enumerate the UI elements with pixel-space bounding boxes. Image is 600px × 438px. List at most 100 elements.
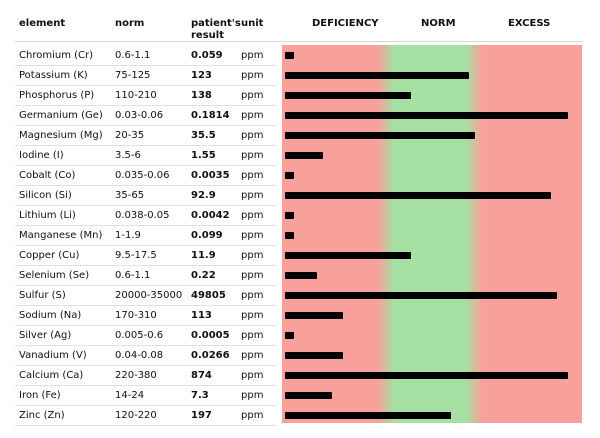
norm-range: 0.6-1.1 <box>115 270 151 281</box>
result-bar <box>285 112 568 119</box>
table-row: Potassium (K) 75-125 123 ppm <box>15 65 277 86</box>
element-name: Sodium (Na) <box>19 310 82 321</box>
unit-label: ppm <box>241 90 264 101</box>
norm-range: 0.038-0.05 <box>115 210 170 221</box>
result-bar <box>285 92 411 99</box>
unit-label: ppm <box>241 330 264 341</box>
header-norm: norm <box>115 18 145 29</box>
header-divider <box>15 41 583 42</box>
norm-range: 0.6-1.1 <box>115 50 151 61</box>
unit-label: ppm <box>241 370 264 381</box>
norm-range: 0.035-0.06 <box>115 170 170 181</box>
element-name: Calcium (Ca) <box>19 370 84 381</box>
element-name: Iron (Fe) <box>19 390 61 401</box>
unit-label: ppm <box>241 150 264 161</box>
header-unit: unit <box>241 18 264 29</box>
table-row: Copper (Cu) 9.5-17.5 11.9 ppm <box>15 245 277 266</box>
result-bar <box>285 72 469 79</box>
result-bar <box>285 152 323 159</box>
table-row: Calcium (Ca) 220-380 874 ppm <box>15 365 277 386</box>
result-bar <box>285 312 343 319</box>
table-row: Sulfur (S) 20000-35000 49805 ppm <box>15 285 277 306</box>
unit-label: ppm <box>241 130 264 141</box>
table-row: Magnesium (Mg) 20-35 35.5 ppm <box>15 125 277 146</box>
patient-result: 123 <box>191 70 212 81</box>
patient-result: 0.1814 <box>191 110 230 121</box>
unit-label: ppm <box>241 230 264 241</box>
unit-label: ppm <box>241 70 264 81</box>
table-row: Manganese (Mn) 1-1.9 0.099 ppm <box>15 225 277 246</box>
table-row: Iron (Fe) 14-24 7.3 ppm <box>15 385 277 406</box>
element-name: Manganese (Mn) <box>19 230 103 241</box>
element-name: Phosphorus (P) <box>19 90 95 101</box>
unit-label: ppm <box>241 210 264 221</box>
patient-result: 874 <box>191 370 212 381</box>
table-row: Chromium (Cr) 0.6-1.1 0.059 ppm <box>15 45 277 66</box>
element-name: Lithium (Li) <box>19 210 76 221</box>
element-name: Copper (Cu) <box>19 250 80 261</box>
element-name: Silver (Ag) <box>19 330 72 341</box>
result-bar <box>285 172 294 179</box>
patient-result: 0.0035 <box>191 170 230 181</box>
norm-range: 75-125 <box>115 70 151 81</box>
result-bar <box>285 252 411 259</box>
unit-label: ppm <box>241 110 264 121</box>
patient-result: 0.0042 <box>191 210 230 221</box>
header-result: patient's result <box>191 18 241 42</box>
table-row: Cobalt (Co) 0.035-0.06 0.0035 ppm <box>15 165 277 186</box>
norm-range: 170-310 <box>115 310 157 321</box>
norm-range: 14-24 <box>115 390 145 401</box>
result-bar <box>285 412 451 419</box>
norm-range: 220-380 <box>115 370 157 381</box>
patient-result: 35.5 <box>191 130 216 141</box>
norm-range: 9.5-17.5 <box>115 250 157 261</box>
unit-label: ppm <box>241 50 264 61</box>
norm-range: 20-35 <box>115 130 145 141</box>
result-bar <box>285 292 557 299</box>
patient-result: 0.22 <box>191 270 216 281</box>
unit-label: ppm <box>241 390 264 401</box>
header-result-line2: result <box>191 30 224 41</box>
unit-label: ppm <box>241 310 264 321</box>
unit-label: ppm <box>241 250 264 261</box>
header-element: element <box>19 18 66 29</box>
header-deficiency: DEFICIENCY <box>312 18 379 29</box>
element-name: Zinc (Zn) <box>19 410 65 421</box>
element-name: Potassium (K) <box>19 70 88 81</box>
element-name: Vanadium (V) <box>19 350 87 361</box>
element-name: Silicon (Si) <box>19 190 72 201</box>
result-bar <box>285 352 343 359</box>
table-row: Phosphorus (P) 110-210 138 ppm <box>15 85 277 106</box>
patient-result: 92.9 <box>191 190 216 201</box>
result-bar <box>285 392 332 399</box>
norm-range: 0.005-0.6 <box>115 330 164 341</box>
table-row: Silver (Ag) 0.005-0.6 0.0005 ppm <box>15 325 277 346</box>
norm-range: 20000-35000 <box>115 290 183 301</box>
header-norm-zone: NORM <box>421 18 456 29</box>
element-name: Magnesium (Mg) <box>19 130 103 141</box>
patient-result: 113 <box>191 310 212 321</box>
norm-range: 120-220 <box>115 410 157 421</box>
element-name: Cobalt (Co) <box>19 170 76 181</box>
element-name: Iodine (I) <box>19 150 64 161</box>
table-row: Zinc (Zn) 120-220 197 ppm <box>15 405 277 426</box>
unit-label: ppm <box>241 410 264 421</box>
table-row: Silicon (Si) 35-65 92.9 ppm <box>15 185 277 206</box>
patient-result: 11.9 <box>191 250 216 261</box>
unit-label: ppm <box>241 190 264 201</box>
result-bar <box>285 332 294 339</box>
patient-result: 1.55 <box>191 150 216 161</box>
norm-range: 3.5-6 <box>115 150 141 161</box>
table-row: Selenium (Se) 0.6-1.1 0.22 ppm <box>15 265 277 286</box>
patient-result: 197 <box>191 410 212 421</box>
zone-bands <box>282 45 582 423</box>
norm-range: 0.03-0.06 <box>115 110 164 121</box>
element-name: Sulfur (S) <box>19 290 66 301</box>
norm-range: 110-210 <box>115 90 157 101</box>
patient-result: 7.3 <box>191 390 209 401</box>
norm-range: 1-1.9 <box>115 230 141 241</box>
patient-result: 49805 <box>191 290 226 301</box>
patient-result: 0.099 <box>191 230 223 241</box>
unit-label: ppm <box>241 270 264 281</box>
unit-label: ppm <box>241 290 264 301</box>
